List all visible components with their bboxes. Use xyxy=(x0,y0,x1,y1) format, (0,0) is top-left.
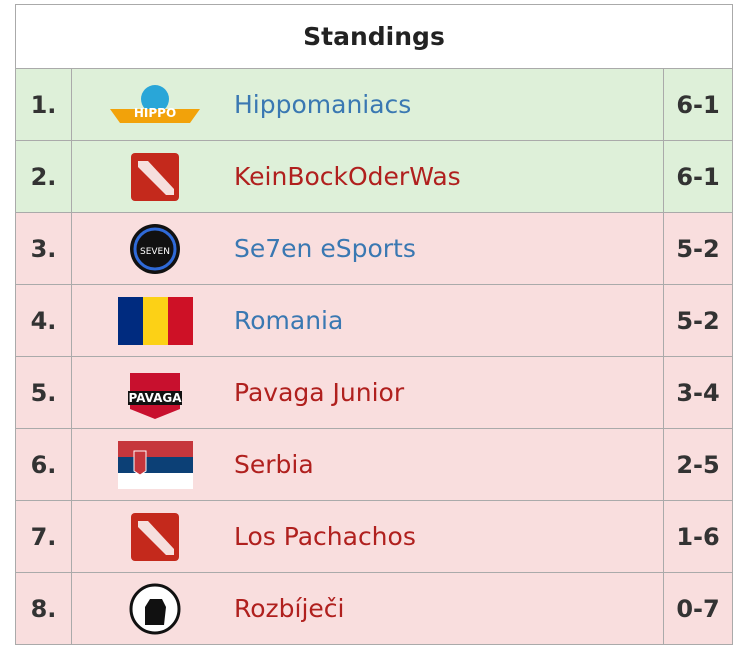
rank: 7. xyxy=(15,500,72,573)
logo-image xyxy=(128,372,183,419)
score: 5-2 xyxy=(663,284,733,357)
logo-image xyxy=(129,583,181,634)
team-name[interactable]: Rozbíječi xyxy=(234,594,345,623)
score: 3-4 xyxy=(663,356,733,429)
standing-row: 1. Hippomaniacs 6-1 xyxy=(15,68,733,141)
table-title: Standings xyxy=(15,4,733,69)
logo-image xyxy=(117,440,194,489)
team-wrap: Los Pachachos xyxy=(72,509,663,565)
team-name[interactable]: Se7en eSports xyxy=(234,234,416,263)
score: 6-1 xyxy=(663,140,733,213)
team-logo xyxy=(128,222,182,275)
team-wrap: Romania xyxy=(72,293,663,349)
team-wrap: Hippomaniacs xyxy=(72,77,663,133)
score: 5-2 xyxy=(663,212,733,285)
team-cell: Hippomaniacs xyxy=(71,68,664,141)
team-cell: Pavaga Junior xyxy=(71,356,664,429)
team-cell: Romania xyxy=(71,284,664,357)
standing-row: 7. Los Pachachos 1-6 xyxy=(15,500,733,573)
rank: 4. xyxy=(15,284,72,357)
logo-image xyxy=(131,152,179,201)
rank: 3. xyxy=(15,212,72,285)
team-wrap: Serbia xyxy=(72,437,663,493)
team-name[interactable]: Los Pachachos xyxy=(234,522,416,551)
team-cell: Los Pachachos xyxy=(71,500,664,573)
team-name[interactable]: KeinBockOderWas xyxy=(234,162,461,191)
score: 0-7 xyxy=(663,572,733,645)
standing-row: 6. Serbia 2-5 xyxy=(15,428,733,501)
team-cell: Rozbíječi xyxy=(71,572,664,645)
logo-image xyxy=(110,84,200,123)
team-logo xyxy=(110,84,200,123)
rank: 1. xyxy=(15,68,72,141)
score: 6-1 xyxy=(663,68,733,141)
standing-row: 8. Rozbíječi 0-7 xyxy=(15,572,733,645)
team-cell: Se7en eSports xyxy=(71,212,664,285)
header-row: Standings xyxy=(15,4,733,69)
team-cell: KeinBockOderWas xyxy=(71,140,664,213)
team-logo xyxy=(117,440,194,489)
team-logo xyxy=(131,152,179,201)
logo-image xyxy=(131,512,179,561)
team-wrap: KeinBockOderWas xyxy=(72,149,663,205)
team-wrap: Se7en eSports xyxy=(72,221,663,277)
team-logo xyxy=(118,296,193,345)
team-name[interactable]: Pavaga Junior xyxy=(234,378,405,407)
rank: 2. xyxy=(15,140,72,213)
team-logo xyxy=(129,583,181,634)
logo-image xyxy=(118,296,193,345)
team-wrap: Rozbíječi xyxy=(72,581,663,637)
rank: 8. xyxy=(15,572,72,645)
standing-row: 5. Pavaga Junior 3-4 xyxy=(15,356,733,429)
team-name[interactable]: Romania xyxy=(234,306,344,335)
standing-row: 2. KeinBockOderWas 6-1 xyxy=(15,140,733,213)
score: 2-5 xyxy=(663,428,733,501)
team-name[interactable]: Hippomaniacs xyxy=(234,90,412,119)
rank: 5. xyxy=(15,356,72,429)
score: 1-6 xyxy=(663,500,733,573)
team-logo xyxy=(131,512,179,561)
standings-table: Standings 1. Hippomaniacs 6-1 2. KeinBockOde… xyxy=(15,4,733,645)
team-logo xyxy=(128,372,183,419)
standing-row: 4. Romania 5-2 xyxy=(15,284,733,357)
team-wrap: Pavaga Junior xyxy=(72,365,663,421)
standing-row: 3. Se7en eSports 5-2 xyxy=(15,212,733,285)
rank: 6. xyxy=(15,428,72,501)
logo-image xyxy=(128,222,182,275)
team-name[interactable]: Serbia xyxy=(234,450,314,479)
team-cell: Serbia xyxy=(71,428,664,501)
